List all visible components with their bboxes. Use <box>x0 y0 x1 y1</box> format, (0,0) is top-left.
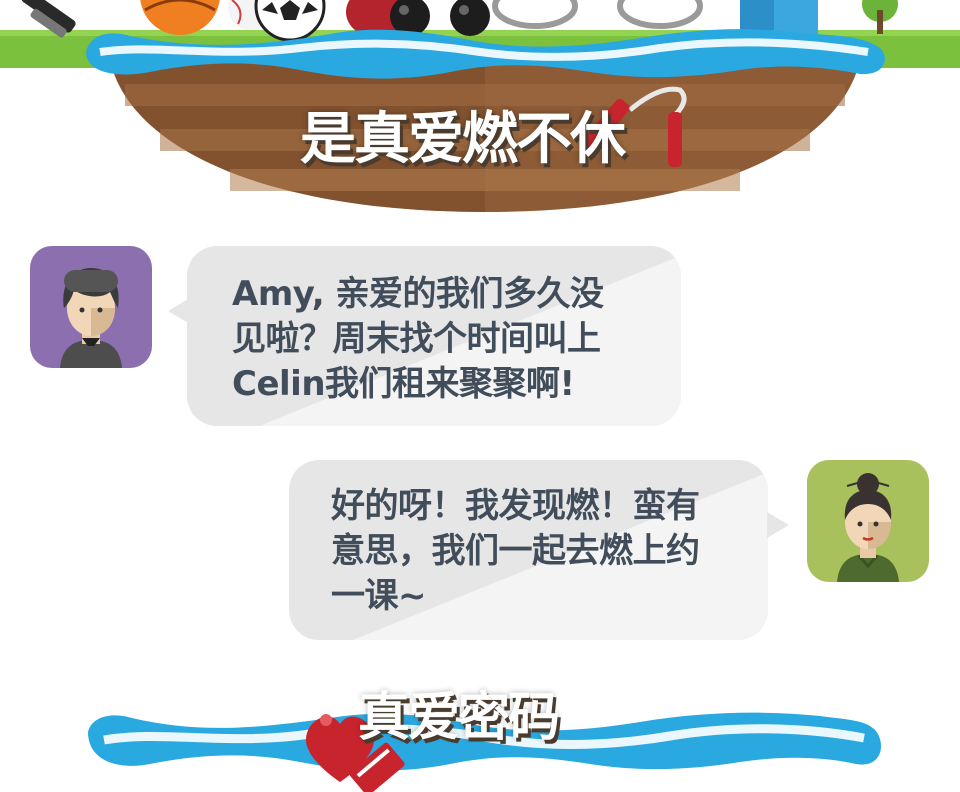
book-icon <box>349 742 405 792</box>
soccer-ball-icon <box>254 0 326 42</box>
basketball-icon <box>140 0 220 35</box>
woman-bun-avatar-icon <box>837 473 899 582</box>
woman-avatar-icon <box>60 268 122 368</box>
ring-icon <box>492 0 703 29</box>
bubble-tail-left <box>168 298 190 324</box>
tree-icon <box>740 0 898 34</box>
message-bubble-left: Amy, 亲爱的我们多久没 见啦？周末找个时间叫上 Celin我们租来聚聚啊! <box>187 246 681 426</box>
message-text-left: Amy, 亲爱的我们多久没 见啦？周末找个时间叫上 Celin我们租来聚聚啊! <box>232 274 604 404</box>
heart-icon <box>306 714 374 782</box>
avatar-left <box>30 246 152 368</box>
message-text-right: 好的呀！我发现燃！蛮有 意思，我们一起去燃上约 一课~ <box>331 486 700 616</box>
kettlebell-icon <box>390 0 490 36</box>
banner-illustration <box>0 0 960 212</box>
hand-grip-icon <box>582 86 687 167</box>
avatar-right <box>807 460 929 582</box>
banner-title: 是真爱燃不休 <box>300 107 626 172</box>
section-ribbon <box>88 712 882 792</box>
dumbbell-icon <box>21 0 76 38</box>
bubble-tail-right <box>767 512 789 538</box>
section-title: 真爱密码 <box>358 688 560 748</box>
message-bubble-right: 好的呀！我发现燃！蛮有 意思，我们一起去燃上约 一课~ <box>289 460 768 640</box>
